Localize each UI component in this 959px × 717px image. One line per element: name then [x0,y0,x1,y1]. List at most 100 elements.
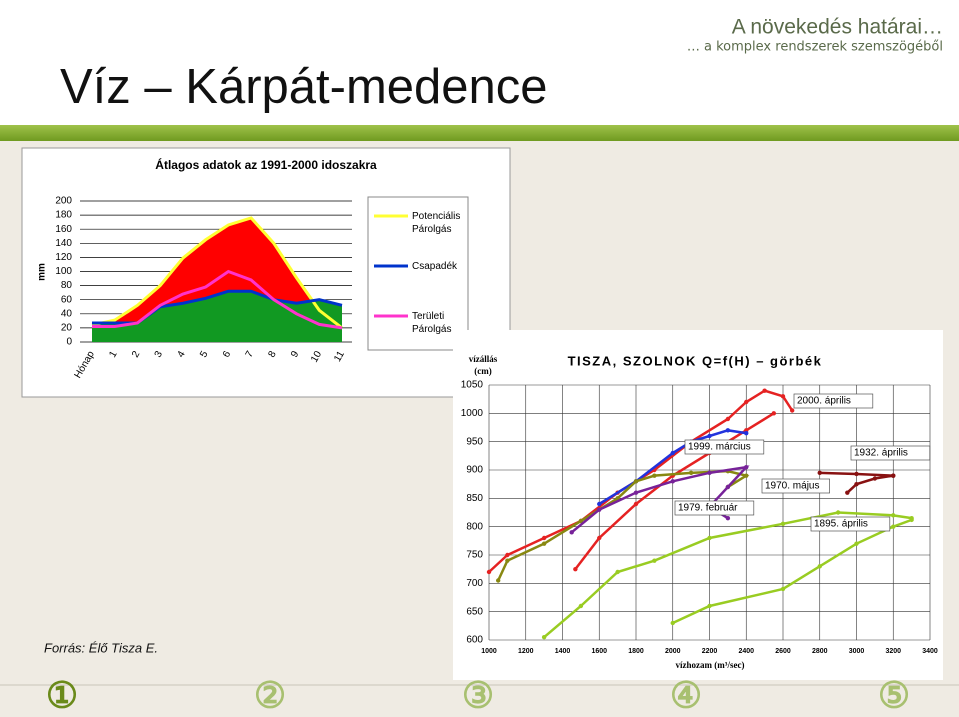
point [541,535,547,541]
point [597,501,602,507]
x-tick-label: 3 [153,349,166,360]
legend-box [367,196,469,351]
point [771,411,777,416]
nav-button[interactable]: ② [254,675,286,716]
x-tick-label: 9 [289,349,302,360]
source: Forrás: Élő Tisza E. [44,640,158,655]
point [909,517,914,523]
x-tick-label: 1000 [481,648,497,655]
chart-title: Átlagos adatok az 1991-2000 idoszakra [155,157,377,172]
y-axis-label: vízállás [469,354,498,364]
x-tick-label: 5 [198,349,211,360]
y-tick-label: 140 [55,238,72,249]
point [707,433,712,439]
nav-button[interactable]: ① [46,675,78,716]
x-tick-label: 1 [107,349,120,360]
y-tick-label: 1000 [461,408,484,419]
x-tick-label: 8 [266,349,279,360]
point [573,566,578,572]
x-tick-label: 1400 [555,648,571,655]
point [725,428,731,433]
point [744,473,749,478]
nav-button[interactable]: ⑤ [878,675,910,716]
y-tick-label: 750 [466,550,483,561]
y-tick-label: 180 [55,210,72,221]
point [817,564,822,569]
series-line [92,269,343,330]
y-tick-label: 600 [466,635,483,646]
x-tick-label: 2400 [738,648,754,655]
series-label: 2000. április [797,396,851,407]
topic: A növekedés határai… [732,16,943,39]
point [486,569,492,575]
y-tick-label: 200 [55,196,72,207]
x-tick-label: 2 [130,349,143,360]
point [597,535,602,541]
y-tick-label: 160 [55,224,72,235]
point [725,416,731,422]
series-label: 1979. február [678,503,738,514]
legend-label: Területi Párolgás [412,311,451,335]
annotation-box [850,445,931,461]
point [707,603,712,609]
point [633,479,639,484]
y-axis-label: mm [37,263,48,281]
x-tick-label: 1600 [591,648,607,655]
point [744,399,749,405]
annotation-box [810,516,891,532]
point [835,510,841,515]
x-tick-label: 3400 [922,648,938,655]
point [670,479,675,484]
annotation-box [761,478,830,494]
point [744,464,749,470]
nav: ① ② ③ ④ ⑤ [46,675,910,716]
y-tick-label: 700 [466,578,483,589]
point [615,569,620,575]
point [569,530,574,535]
point [541,541,547,546]
nav-button[interactable]: ④ [670,675,702,716]
point [578,518,584,524]
x-tick-label: 10 [309,349,324,365]
x-axis-label: vízhozam (m³/sec) [676,660,745,670]
point [854,481,859,487]
point [725,515,731,521]
point [578,603,584,609]
point [789,408,795,413]
point [495,578,501,583]
header-band [0,125,959,141]
y-tick-label: 650 [466,606,483,617]
x-tick-label: 2200 [702,648,718,655]
point [845,490,850,495]
y-tick-label: 850 [466,493,483,504]
y-tick-label: 60 [61,294,73,305]
header-bg [0,0,959,125]
x-tick-label: 7 [244,349,257,360]
legend-label: Potenciális Párolgás [412,211,460,235]
point [744,430,749,436]
point [652,558,657,563]
point [688,470,694,476]
series-line [91,216,343,330]
point [541,634,547,640]
legend-label: Csapadék [412,261,458,272]
slide-title: Víz – Kárpát-medence [60,60,548,114]
annotation-box [674,500,755,516]
x-tick-label: 1200 [518,648,534,655]
point [505,558,510,563]
point [707,535,712,541]
series-label: 1932. április [854,448,908,459]
point [891,513,896,518]
point [780,586,786,592]
point [505,552,510,558]
point [780,394,786,399]
point [872,476,878,481]
y-tick-label: 950 [466,436,483,447]
x-tick-label: 3000 [849,648,865,655]
nav-button[interactable]: ③ [462,675,494,716]
point [854,541,859,546]
point [633,501,639,507]
point [780,521,786,527]
